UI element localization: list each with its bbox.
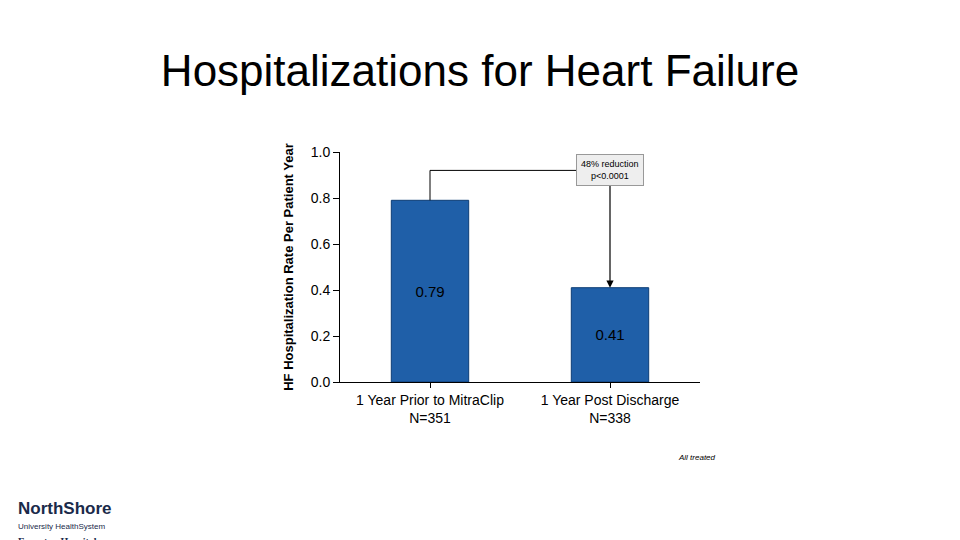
- svg-text:48% reductionp<0.0001: 48% reductionp<0.0001: [581, 159, 639, 181]
- svg-text:All treated: All treated: [678, 453, 716, 462]
- svg-text:1.0: 1.0: [311, 144, 331, 160]
- svg-text:0.41: 0.41: [595, 326, 624, 343]
- svg-text:0.8: 0.8: [311, 190, 331, 206]
- svg-text:0.4: 0.4: [311, 282, 331, 298]
- svg-text:Evanston Hospital: Evanston Hospital: [18, 536, 97, 540]
- svg-text:0.79: 0.79: [415, 283, 444, 300]
- svg-text:0.2: 0.2: [311, 328, 331, 344]
- svg-text:NorthShore: NorthShore: [18, 499, 112, 518]
- svg-text:1 Year Prior to MitraClipN=351: 1 Year Prior to MitraClipN=351: [356, 392, 504, 426]
- svg-text:0.6: 0.6: [311, 236, 331, 252]
- svg-text:0.0: 0.0: [311, 374, 331, 390]
- svg-text:1 Year Post DischargeN=338: 1 Year Post DischargeN=338: [541, 392, 680, 426]
- svg-text:Hospitalizations for Heart Fai: Hospitalizations for Heart Failure: [161, 46, 799, 95]
- svg-text:HF Hospitalization Rate Per Pa: HF Hospitalization Rate Per Patient Year: [281, 143, 296, 391]
- svg-text:University HealthSystem: University HealthSystem: [18, 522, 105, 531]
